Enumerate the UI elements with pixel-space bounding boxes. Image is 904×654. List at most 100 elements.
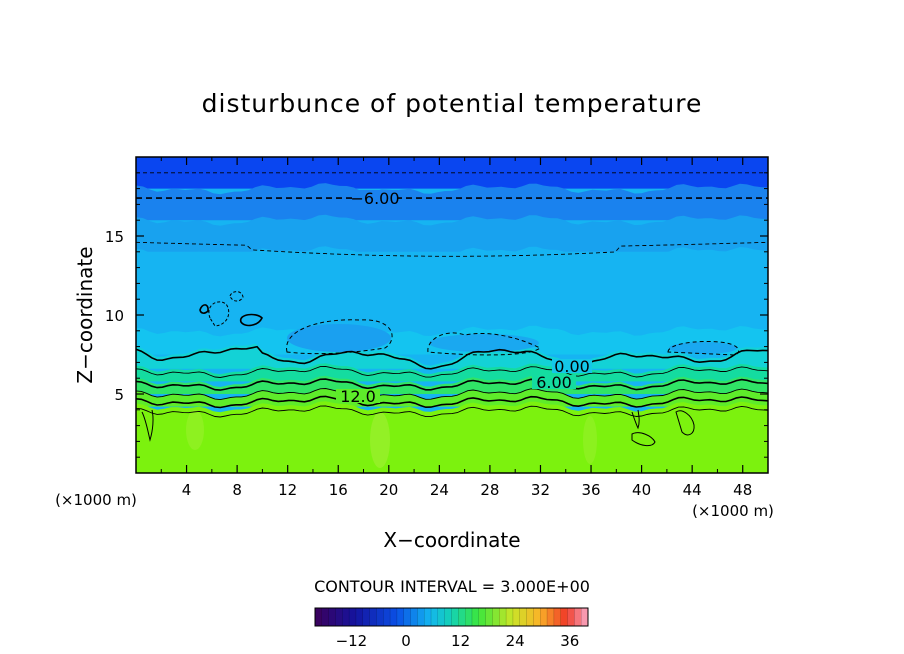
colorbar-cell (465, 608, 473, 626)
color-layer (136, 375, 768, 394)
blob-patch (370, 412, 390, 468)
blob-patch (669, 342, 737, 354)
colorbar-cell (362, 608, 371, 626)
color-layer (136, 363, 768, 382)
x-tick-label: 44 (683, 481, 702, 499)
x-tick-label: 4 (182, 481, 192, 499)
closed-contour (631, 409, 640, 430)
x-tick-label: 16 (329, 481, 348, 499)
closed-contour (199, 304, 209, 314)
closed-contours (141, 291, 740, 447)
closed-contour (239, 313, 263, 327)
blob-patch (429, 334, 539, 352)
contour-label-bg (352, 190, 398, 206)
colorbar-cell (396, 608, 405, 626)
x-tick-label: 36 (581, 481, 600, 499)
y-tick-label: 5 (114, 386, 124, 404)
colorbar-cell (349, 608, 357, 626)
closed-contour (667, 341, 740, 356)
y-axis-label: Z−coordinate (73, 246, 97, 383)
contour-label: 12.0 (340, 387, 376, 406)
y-tick-labels: 5 10 15 (105, 228, 124, 404)
y-tick-label: 10 (105, 307, 124, 325)
colorbar-cell (492, 608, 500, 626)
x-axis-label: X−coordinate (383, 528, 520, 552)
colorbar-cell (458, 608, 466, 626)
anomaly-patches (186, 324, 737, 468)
closed-contour (229, 291, 244, 302)
x-tick-label: 20 (379, 481, 398, 499)
colorbar-cell (437, 608, 446, 626)
colorbar-cell (506, 608, 514, 626)
contour-line (135, 405, 769, 418)
axis-ticks (136, 157, 768, 473)
closed-contour (631, 432, 656, 447)
contour-line (135, 388, 769, 401)
colorbar-cell (499, 608, 507, 626)
contour-line (135, 365, 769, 378)
x-unit-label-left: (×1000 m) (55, 491, 137, 509)
colorbar-cell (390, 608, 398, 626)
colorbar-cell (328, 608, 336, 626)
colorbar-cell (547, 608, 555, 626)
colorbar-cell (335, 608, 343, 626)
color-layers (136, 157, 768, 473)
colorbar-cell (533, 608, 541, 626)
colorbar-cell (315, 608, 323, 626)
contour-line (135, 378, 769, 391)
colorbar-cell (355, 608, 364, 626)
contour-label: 6.00 (536, 373, 572, 392)
closed-contour (427, 332, 541, 356)
colorbar-cell (321, 608, 330, 626)
x-tick-label: 48 (733, 481, 752, 499)
colorbar-cell (424, 608, 432, 626)
color-layer (136, 401, 768, 473)
colorbar-cell (369, 608, 377, 626)
colorbar-cell (485, 608, 493, 626)
plot-area (135, 156, 769, 474)
colorbar-tick-label: 0 (401, 632, 411, 650)
closed-contour (675, 410, 695, 436)
contour-label-bg (532, 375, 576, 389)
color-layer (136, 246, 768, 331)
contour-label-bg (552, 359, 592, 373)
colorbar-cell (581, 608, 589, 626)
x-tick-label: 8 (232, 481, 242, 499)
colorbar-tick-labels: −12 0 12 24 36 (336, 632, 580, 650)
contour-label-group: −6.00 0.00 6.00 12.0 (336, 189, 592, 406)
colorbar-cell (560, 608, 569, 626)
colorbar-cell (444, 608, 452, 626)
contour-line (135, 395, 769, 409)
chart-title: disturbunce of potential temperature (202, 89, 703, 118)
colorbar-cell (417, 608, 425, 626)
contour-line (135, 345, 769, 370)
x-tick-label: 12 (278, 481, 297, 499)
color-layer (136, 183, 768, 221)
closed-contour (208, 301, 230, 327)
colorbar-cell (471, 608, 480, 626)
blob-patch (287, 324, 391, 352)
contour-interval-text: CONTOUR INTERVAL = 3.000E+00 (314, 577, 590, 596)
colorbar-cell (376, 608, 384, 626)
colorbar-tick-label: 36 (560, 632, 579, 650)
colorbar-cell (526, 608, 534, 626)
x-tick-label: 40 (632, 481, 651, 499)
colorbar-cell (383, 608, 391, 626)
colorbar-cell (410, 608, 418, 626)
colorbar-cell (451, 608, 459, 626)
closed-contour (141, 409, 154, 442)
colorbar-tick-label: −12 (336, 632, 368, 650)
colorbar-cell (540, 608, 548, 626)
colorbar-tick-label: 12 (451, 632, 470, 650)
closed-contour (286, 319, 393, 355)
contour-label: 0.00 (554, 357, 590, 376)
colorbar (314, 608, 589, 626)
contour-lines (135, 172, 769, 418)
x-tick-label: 32 (531, 481, 550, 499)
colorbar-cell (553, 608, 562, 626)
colorbar-cell (478, 608, 487, 626)
colorbar-cell (431, 608, 439, 626)
colorbar-cell (519, 608, 528, 626)
colorbar-cell (567, 608, 575, 626)
